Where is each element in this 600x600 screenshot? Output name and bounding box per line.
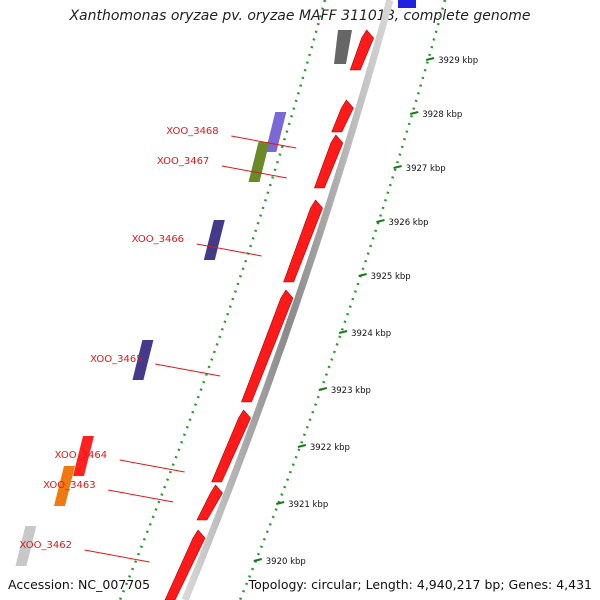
kbp-tick-label: 3926 kbp (388, 218, 428, 228)
gene-label-leader (221, 165, 287, 179)
feature-blue-top (398, 0, 416, 8)
topology-info: Topology: circular; Length: 4,940,217 bp… (248, 577, 592, 592)
map-title: Xanthomonas oryzae pv. oryzae MAFF 31101… (69, 8, 531, 24)
gene-block-XOO_3465 (132, 340, 154, 380)
kbp-tick (275, 501, 285, 505)
kbp-tick-label: 3923 kbp (331, 386, 371, 396)
kbp-tick (425, 57, 435, 61)
gene-label-XOO_3466: XOO_3466 (132, 234, 184, 245)
gene-label-leader (196, 243, 262, 257)
kbp-tick-label: 3921 kbp (288, 500, 328, 510)
gene-block-XOO_3464 (73, 436, 94, 476)
kbp-tick (253, 558, 262, 562)
kbp-tick-label: 3927 kbp (406, 164, 446, 174)
accession-value: NC_007705 (78, 577, 151, 592)
gene-label-leader (231, 135, 297, 149)
gene-label-XOO_3464: XOO_3464 (55, 450, 107, 461)
kbp-tick-label: 3924 kbp (351, 329, 391, 339)
gene-scale-track (118, 0, 327, 600)
kbp-tick-label: 3922 kbp (310, 443, 350, 453)
forward-gene-arrow (313, 134, 344, 189)
forward-gene-arrow (196, 484, 223, 521)
gene-label-XOO_3467: XOO_3467 (157, 156, 209, 167)
forward-gene-arrow (211, 409, 251, 483)
forward-gene-arrow (164, 529, 206, 600)
kbp-tick (318, 387, 328, 391)
gene-block-XOO_3462 (15, 526, 37, 566)
gene-block-XOO_3467 (248, 142, 270, 182)
track-layer (118, 0, 447, 600)
gene-block-XOO_3468 (265, 112, 287, 152)
kbp-tick-label: 3925 kbp (371, 272, 411, 282)
gene-block-XOO_3466 (203, 220, 225, 260)
gene-label-leader (108, 489, 174, 503)
kbp-tick-label: 3929 kbp (438, 56, 478, 66)
kbp-tick (297, 444, 307, 448)
accession-label: Accession: (8, 577, 75, 592)
kbp-tick (376, 219, 385, 223)
kbp-tick-label: 3928 kbp (422, 110, 462, 120)
gene-block-XOO_3463 (54, 466, 75, 506)
gene-label-XOO_3462: XOO_3462 (20, 540, 72, 551)
genome-backbone (181, 0, 394, 600)
gene-label-leader (119, 459, 185, 473)
gene-label-XOO_3465: XOO_3465 (90, 354, 142, 365)
accession-info: Accession: NC_007705 (8, 577, 150, 592)
kbp-tick (409, 111, 419, 115)
gene-label-leader (84, 549, 150, 563)
feature-layer (15, 0, 416, 600)
gene-label-leader (155, 363, 221, 377)
gene-label-XOO_3463: XOO_3463 (43, 480, 95, 491)
kbp-tick-label: 3920 kbp (266, 557, 306, 567)
forward-gene-arrow (331, 99, 354, 133)
feature-gray-top (334, 30, 352, 64)
kbp-tick (393, 165, 402, 169)
forward-gene-arrow (283, 199, 323, 283)
gene-label-XOO_3468: XOO_3468 (166, 126, 218, 137)
kbp-scale-track (238, 0, 447, 600)
kbp-tick (358, 273, 367, 277)
forward-gene-arrow (241, 289, 294, 403)
kbp-tick (338, 330, 348, 334)
forward-gene-arrow (349, 29, 374, 71)
label-layer: XOO_3468 XOO_3467 XOO_3466 XOO_3465 XOO_3464… (20, 56, 479, 567)
